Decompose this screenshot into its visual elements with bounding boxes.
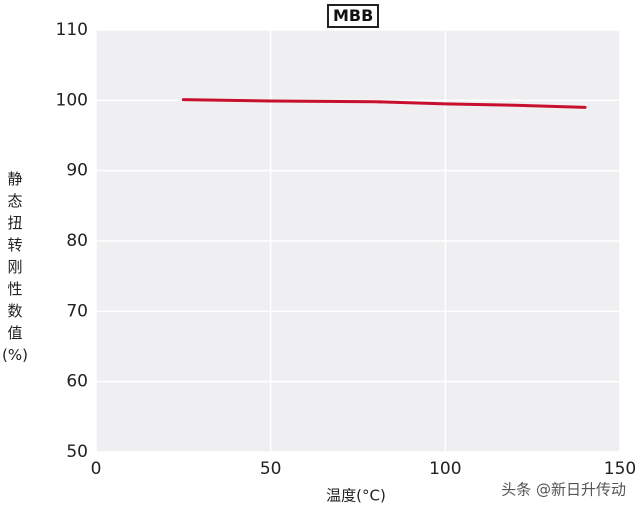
x-tick-label: 50 xyxy=(260,459,282,479)
y-tick-label: 80 xyxy=(66,231,88,251)
watermark: 头条 @新日升传动 xyxy=(501,481,626,499)
y-tick-label: 110 xyxy=(56,20,88,40)
x-tick-label: 150 xyxy=(604,459,636,479)
line xyxy=(181,98,587,109)
chart-title: MBB xyxy=(327,4,380,28)
y-tick-label: 60 xyxy=(66,372,88,392)
y-tick-label: 90 xyxy=(66,161,88,181)
y-tick-label: 100 xyxy=(56,90,88,110)
y-axis-label: 静态扭转刚性数值(%) xyxy=(2,170,28,364)
y-tick-label: 50 xyxy=(66,442,88,462)
x-tick-label: 0 xyxy=(91,459,102,479)
x-tick-label: 100 xyxy=(429,459,461,479)
y-tick-label: 70 xyxy=(66,301,88,321)
x-axis-label: 温度(°C) xyxy=(326,487,386,505)
